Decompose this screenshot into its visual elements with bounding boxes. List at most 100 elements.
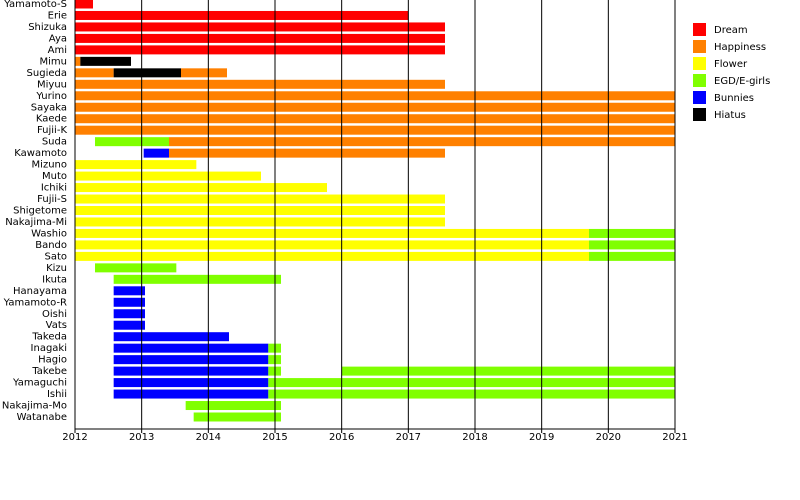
x-tick-label: 2015 [262, 432, 287, 443]
row-label: Shizuka [28, 22, 67, 33]
row-label: Mizuno [32, 160, 67, 171]
segment [185, 401, 281, 411]
row-label: Bando [35, 240, 67, 251]
segment [75, 114, 675, 124]
row-label: Oishi [42, 309, 67, 320]
row-label: Erie [48, 10, 67, 21]
row-label: Yamamoto-S [3, 0, 67, 10]
row-label: Kizu [46, 263, 67, 274]
x-tick-label: 2016 [329, 432, 354, 443]
segment [113, 286, 145, 296]
segment [169, 148, 445, 158]
row-label: Sato [44, 251, 67, 262]
x-tick-label: 2021 [662, 432, 687, 443]
row-label: Ichiki [41, 183, 67, 194]
row-label: Yurino [35, 91, 67, 102]
row-label: Yamaguchi [12, 378, 67, 389]
segment [113, 343, 269, 353]
segment [589, 251, 675, 261]
segment [113, 309, 145, 319]
row-label: Washio [31, 228, 67, 239]
segment [113, 320, 145, 330]
segment [113, 297, 145, 307]
segment [113, 378, 269, 388]
row-label: Yamamoto-R [3, 297, 67, 308]
row-label: Muto [42, 171, 67, 182]
segment [75, 171, 261, 181]
row-label: Inagaki [31, 343, 67, 354]
x-tick-label: 2019 [529, 432, 554, 443]
segment [75, 68, 114, 78]
row-label: Sayaka [31, 102, 67, 113]
segment [75, 240, 589, 250]
segment [75, 22, 445, 32]
segment [193, 412, 281, 422]
segment [75, 56, 81, 66]
segment [143, 148, 169, 158]
row-label: Aya [49, 33, 67, 44]
segment [75, 91, 675, 101]
segment [181, 68, 227, 78]
segment [75, 217, 445, 227]
legend-label: Dream [714, 25, 748, 36]
row-label: Kawamoto [14, 148, 67, 159]
segment [80, 56, 131, 66]
legend-swatch [693, 23, 706, 36]
row-label: Sugieda [27, 68, 67, 79]
row-label: Fujii-S [37, 194, 67, 205]
x-tick-label: 2013 [129, 432, 154, 443]
row-label: Kaede [36, 114, 67, 125]
row-label: Watanabe [17, 412, 67, 423]
x-tick-label: 2012 [62, 432, 87, 443]
segment [113, 68, 181, 78]
segment [113, 389, 269, 399]
row-label: Hanayama [13, 286, 67, 297]
segment [95, 137, 169, 147]
segment [75, 228, 589, 238]
row-label: Vats [46, 320, 67, 331]
row-label: Hagio [38, 355, 67, 366]
segment [75, 251, 589, 261]
row-label: Takebe [31, 366, 67, 377]
segment [113, 366, 269, 376]
segment [169, 137, 675, 147]
segment [113, 332, 229, 342]
segment [268, 378, 675, 388]
segment [113, 274, 282, 284]
row-label: Miyuu [37, 79, 67, 90]
segment [589, 240, 675, 250]
segment [113, 355, 269, 365]
row-label: Ikuta [42, 274, 67, 285]
row-label: Nakajima-Mo [2, 401, 67, 412]
x-tick-label: 2020 [596, 432, 621, 443]
legend-label: Flower [714, 59, 748, 70]
legend-swatch [693, 40, 706, 53]
segment [75, 10, 409, 20]
segment [589, 228, 675, 238]
segment [75, 79, 445, 89]
x-tick-label: 2018 [462, 432, 487, 443]
row-label: Fujii-K [37, 125, 67, 136]
x-tick-label: 2014 [196, 432, 221, 443]
legend-label: Happiness [714, 42, 766, 53]
segment [95, 263, 177, 273]
segment [75, 160, 197, 170]
segment [75, 194, 445, 204]
row-label: Shigetome [13, 206, 67, 217]
legend-swatch [693, 91, 706, 104]
legend-swatch [693, 74, 706, 87]
row-label: Ishii [47, 389, 67, 400]
row-label: Takeda [31, 332, 67, 343]
row-label: Suda [42, 137, 67, 148]
legend-label: Hiatus [714, 110, 746, 121]
legend-label: Bunnies [714, 93, 754, 104]
row-label: Ami [48, 45, 67, 56]
legend-swatch [693, 57, 706, 70]
segment [75, 45, 445, 55]
segment [268, 389, 675, 399]
row-label: Nakajima-Mi [5, 217, 67, 228]
segment [341, 366, 675, 376]
legend-swatch [693, 108, 706, 121]
segment [75, 102, 675, 112]
